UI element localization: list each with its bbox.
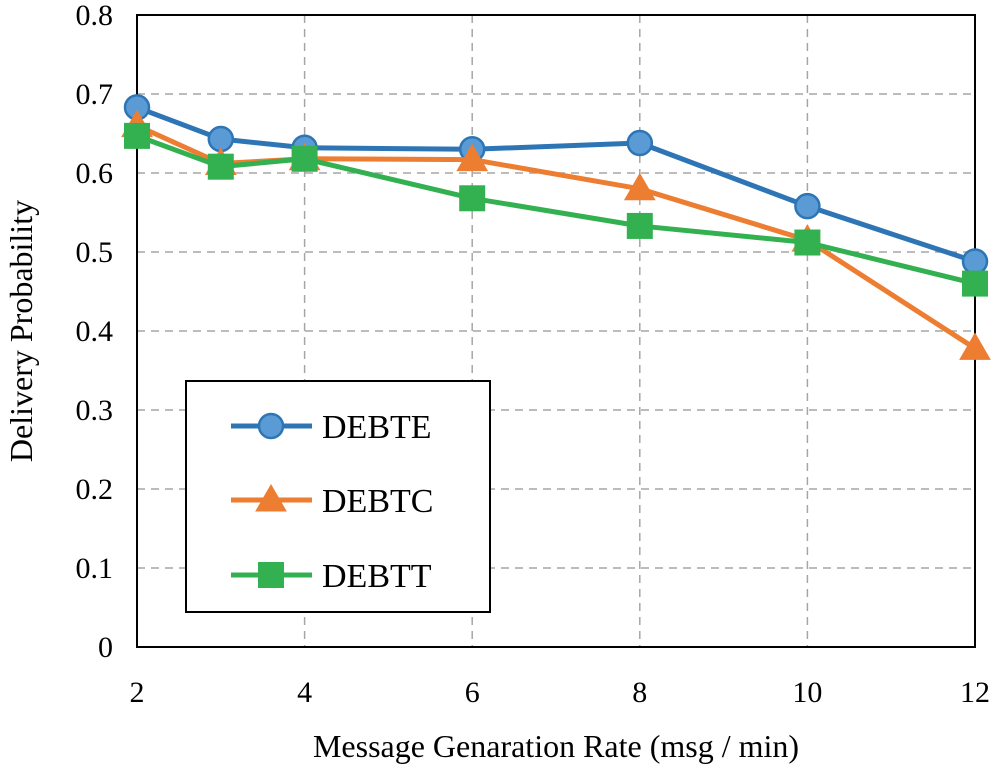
legend: DEBTE DEBTC DEBTT: [185, 380, 491, 613]
data-point-debtt: [291, 145, 318, 172]
x-tick-label: 2: [130, 676, 145, 709]
series-debte: [123, 94, 989, 275]
data-point-debtt: [626, 212, 653, 239]
y-tick-label: 0.7: [76, 78, 114, 111]
legend-item-debte: DEBTE: [231, 409, 432, 446]
plot-area-border: [136, 14, 976, 648]
y-axis-title: Delivery Probability: [3, 200, 39, 462]
legend-item-debtc: DEBTC: [231, 483, 433, 520]
y-tick-label: 0.8: [76, 0, 114, 32]
data-point-debtc: [456, 143, 489, 172]
data-point-debtt: [207, 153, 234, 180]
data-point-debte: [207, 125, 235, 153]
x-tick-label: 6: [465, 676, 480, 709]
data-point-debte: [626, 129, 654, 157]
x-axis-title: Message Genaration Rate (msg / min): [313, 728, 799, 764]
data-point-debtc: [959, 332, 991, 360]
data-point-debtt: [794, 229, 821, 256]
y-tick-label: 0.1: [76, 552, 114, 585]
legend-marker-debtt: [258, 562, 284, 588]
legend-label-debtc: DEBTC: [322, 483, 433, 520]
series-debtt: [124, 122, 988, 297]
legend-marker-debte: [257, 412, 285, 440]
series-layer: [121, 94, 991, 360]
y-tick-label: 0: [98, 631, 113, 664]
data-point-debte: [794, 192, 821, 220]
x-tick-label: 10: [792, 676, 822, 709]
x-axis-tick-labels: 2 4 6 8 10 12: [130, 676, 991, 709]
data-point-debtt: [124, 122, 150, 149]
y-tick-label: 0.5: [76, 236, 114, 269]
y-tick-label: 0.2: [76, 473, 114, 506]
y-tick-label: 0.6: [76, 157, 114, 190]
y-tick-label: 0.3: [76, 394, 114, 427]
data-point-debtt: [962, 270, 988, 297]
y-axis-tick-labels: 0 0.1 0.2 0.3 0.4 0.5 0.6 0.7 0.8: [76, 0, 114, 664]
legend-marker-debtc: [255, 483, 287, 512]
data-point-debtt: [459, 185, 486, 212]
x-tick-label: 12: [960, 676, 990, 709]
legend-label-debtt: DEBTT: [322, 558, 432, 595]
legend-label-debte: DEBTE: [322, 409, 432, 446]
data-point-debte: [961, 248, 989, 275]
x-tick-label: 4: [297, 676, 312, 709]
x-tick-label: 8: [632, 676, 647, 709]
data-point-debtc: [623, 172, 656, 201]
legend-item-debtt: DEBTT: [231, 558, 432, 595]
gridlines: [137, 15, 975, 647]
y-tick-label: 0.4: [76, 315, 114, 348]
